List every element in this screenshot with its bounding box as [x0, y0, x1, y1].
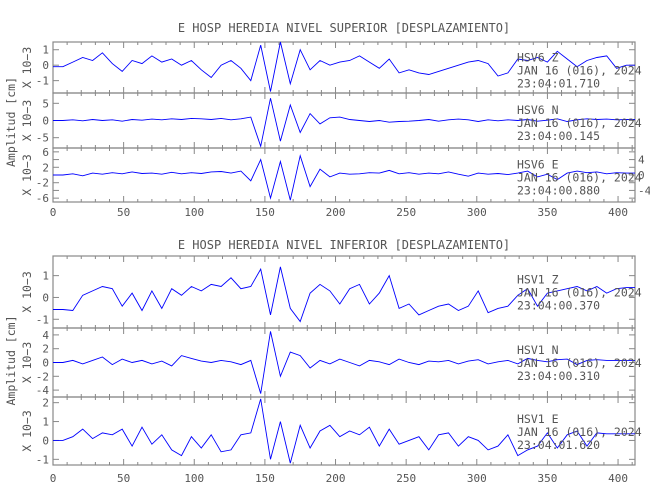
y-tick-label: -2: [36, 370, 49, 383]
x-tick-label: 350: [537, 206, 557, 219]
x-tick-label: 200: [326, 472, 346, 485]
trace-time-label: 23:04:00.145: [517, 129, 600, 143]
waveform-trace: [53, 41, 635, 92]
trace-station-label: HSV1 E: [517, 412, 559, 426]
scale-label: X 10−3: [20, 154, 34, 196]
x-tick-label: 350: [537, 472, 557, 485]
chart-title: E HOSP HEREDIA NIVEL SUPERIOR [DESPLAZAM…: [178, 21, 510, 35]
trace-station-label: HSV6 Z: [517, 50, 559, 64]
y-tick-label: -5: [36, 132, 49, 145]
trace-station-label: HSV1 Z: [517, 272, 559, 286]
y-tick-label: 1: [42, 44, 49, 57]
trace-time-label: 23:04:01.620: [517, 438, 600, 452]
trace-time-label: 23:04:00.310: [517, 369, 600, 383]
y-tick-label: -1: [36, 313, 49, 326]
waveform-trace: [53, 331, 635, 394]
trace-date-label: JAN 16 (016), 2024: [517, 171, 642, 185]
seismogram-group-1: E HOSP HEREDIA NIVEL INFERIOR [DESPLAZAM…: [4, 238, 642, 485]
y-tick-label: 0: [42, 59, 49, 72]
x-tick-label: 150: [255, 472, 275, 485]
trace-time-label: 23:04:00.370: [517, 298, 600, 312]
waveform-trace: [53, 398, 635, 464]
x-tick-label: 50: [117, 472, 130, 485]
trace-time-label: 23:04:00.880: [517, 184, 600, 198]
x-tick-label: 400: [608, 206, 628, 219]
x-tick-label: 100: [184, 472, 204, 485]
trace-station-label: HSV1 N: [517, 343, 559, 357]
chart-title: E HOSP HEREDIA NIVEL INFERIOR [DESPLAZAM…: [178, 238, 510, 252]
y-tick-label: -4: [638, 184, 650, 197]
y-tick-label: 0: [42, 434, 49, 447]
seismogram-group-0: E HOSP HEREDIA NIVEL SUPERIOR [DESPLAZAM…: [4, 21, 650, 219]
y-tick-label: -6: [36, 192, 49, 205]
x-tick-label: 250: [396, 206, 416, 219]
x-tick-label: 300: [467, 472, 487, 485]
y-tick-label: 2: [42, 343, 49, 356]
trace-time-label: 23:04:01.710: [517, 76, 600, 90]
y-tick-label: 0: [42, 357, 49, 370]
x-tick-label: 200: [326, 206, 346, 219]
scale-label: X 10−3: [20, 342, 34, 384]
trace-date-label: JAN 16 (016), 2024: [517, 63, 642, 77]
y-axis-label: Amplitud [cm]: [4, 315, 18, 405]
waveform-trace: [53, 98, 635, 149]
y-tick-label: -1: [36, 453, 49, 466]
waveform-trace: [53, 153, 635, 201]
y-tick-label: -4: [36, 384, 50, 397]
y-tick-label: 6: [42, 146, 49, 159]
y-tick-label: 4: [638, 154, 645, 167]
y-tick-label: 4: [42, 329, 49, 342]
y-tick-label: 1: [42, 270, 49, 283]
y-tick-label: 5: [42, 97, 49, 110]
y-tick-label: 0: [42, 115, 49, 128]
y-tick-label: -1: [36, 75, 49, 88]
scale-label: X 10−3: [20, 271, 34, 313]
y-tick-label: 1: [42, 416, 49, 429]
x-tick-label: 250: [396, 472, 416, 485]
y-axis-label: Amplitud [cm]: [4, 77, 18, 167]
x-tick-label: 150: [255, 206, 275, 219]
x-tick-label: 400: [608, 472, 628, 485]
x-tick-label: 50: [117, 206, 130, 219]
scale-label: X 10−3: [20, 100, 34, 142]
y-tick-label: -2: [36, 177, 49, 190]
x-tick-label: 100: [184, 206, 204, 219]
y-tick-label: 2: [42, 161, 49, 174]
scale-label: X 10−3: [20, 47, 34, 89]
scale-label: X 10−3: [20, 410, 34, 452]
x-tick-label: 0: [50, 206, 57, 219]
y-tick-label: 0: [638, 169, 645, 182]
y-tick-label: 2: [42, 397, 49, 410]
waveform-trace: [53, 266, 635, 323]
trace-date-label: JAN 16 (016), 2024: [517, 285, 642, 299]
y-tick-label: 0: [42, 291, 49, 304]
trace-date-label: JAN 16 (016), 2024: [517, 356, 642, 370]
x-tick-label: 300: [467, 206, 487, 219]
panel-frame: [52, 396, 636, 466]
trace-date-label: JAN 16 (016), 2024: [517, 425, 642, 439]
trace-date-label: JAN 16 (016), 2024: [517, 116, 642, 130]
trace-station-label: HSV6 N: [517, 103, 559, 117]
trace-station-label: HSV6 E: [517, 158, 559, 172]
x-tick-label: 0: [50, 472, 57, 485]
